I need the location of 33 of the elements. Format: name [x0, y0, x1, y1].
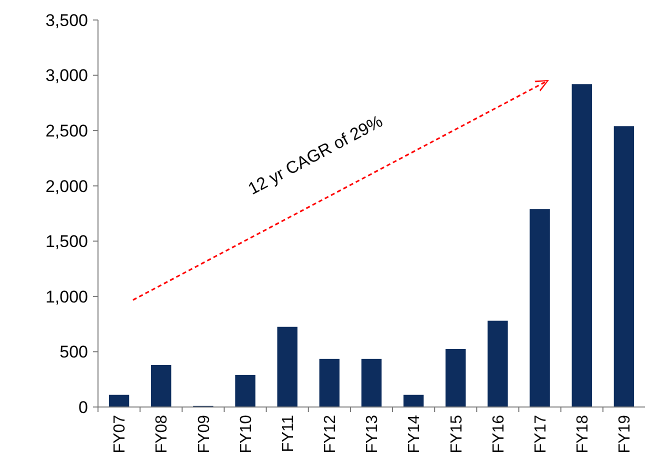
- y-tick-label: 500: [60, 342, 88, 362]
- x-tick-label: FY10: [238, 414, 255, 454]
- x-tick-label: FY13: [364, 414, 382, 454]
- bar: [488, 320, 508, 407]
- y-tick-label: 1,000: [45, 287, 88, 306]
- bar: [530, 209, 550, 407]
- bar: [235, 374, 256, 407]
- y-tick-label: 2,500: [45, 122, 88, 141]
- x-tick-label: FY09: [196, 414, 213, 454]
- y-tick-label: 3,500: [45, 10, 88, 30]
- x-tick-label: FY15: [448, 414, 466, 454]
- bar: [319, 358, 340, 407]
- bar: [572, 84, 592, 407]
- x-tick-label: FY12: [322, 414, 340, 454]
- bar: [446, 348, 466, 407]
- bar: [403, 394, 424, 407]
- bar: [151, 364, 172, 407]
- bar: [614, 126, 634, 407]
- x-tick-label: FY14: [406, 414, 424, 454]
- x-tick-label: FY17: [532, 414, 550, 454]
- y-tick-label: 3,000: [45, 66, 88, 86]
- x-tick-label: FY08: [154, 414, 171, 454]
- x-tick-label: FY11: [280, 414, 297, 452]
- y-tick-label: 2,000: [45, 176, 88, 196]
- x-tick-label: FY19: [616, 414, 634, 454]
- y-tick-label: 0: [78, 398, 88, 417]
- x-tick-label: FY07: [112, 414, 129, 454]
- x-tick-label: FY18: [574, 414, 592, 454]
- x-tick-label: FY16: [490, 414, 508, 454]
- y-tick-label: 1,500: [45, 232, 88, 252]
- bar: [361, 358, 382, 407]
- bar: [277, 326, 298, 407]
- bar: [108, 394, 130, 407]
